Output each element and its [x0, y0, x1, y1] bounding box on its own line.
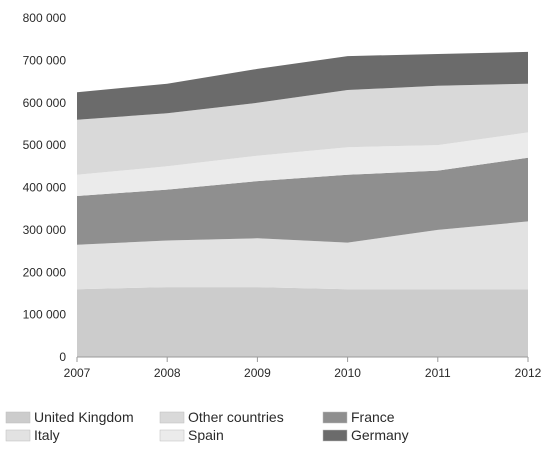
legend: United Kingdom Other countries France Italy… [5, 409, 409, 443]
y-tick-label: 400 000 [23, 181, 67, 195]
area-united-kingdom [77, 287, 528, 357]
x-tick-label: 2010 [334, 366, 361, 380]
legend-label-germany: Germany [351, 427, 409, 443]
legend-swatch-france [322, 411, 348, 424]
y-tick-label: 200 000 [23, 265, 67, 279]
area-spain [77, 132, 528, 196]
x-tick-label: 2011 [425, 366, 451, 380]
legend-swatch-other-countries [159, 411, 185, 424]
legend-swatch-germany [322, 429, 348, 442]
legend-label-other-countries: Other countries [188, 409, 284, 425]
y-tick-label: 300 000 [23, 223, 67, 237]
x-tick-label: 2008 [154, 366, 181, 380]
legend-label-united-kingdom: United Kingdom [34, 409, 134, 425]
x-tick-label: 2009 [244, 366, 271, 380]
legend-swatch-spain [159, 429, 185, 442]
area-italy [77, 221, 528, 290]
legend-label-italy: Italy [34, 427, 60, 443]
legend-swatch-united-kingdom [5, 411, 31, 424]
y-tick-label: 0 [59, 350, 66, 364]
legend-swatch-italy [5, 429, 31, 442]
axes: 2007 2008 2009 2010 2011 2012 0 100 000 200 000 3… [23, 11, 542, 380]
x-tick-label: 2012 [515, 366, 542, 380]
legend-label-spain: Spain [188, 427, 224, 443]
y-tick-label: 500 000 [23, 138, 67, 152]
y-tick-label: 700 000 [23, 53, 67, 67]
legend-label-france: France [351, 409, 395, 425]
area-france [77, 157, 528, 245]
area-germany [77, 51, 528, 120]
y-tick-label: 600 000 [23, 96, 67, 110]
area-other-countries [77, 83, 528, 175]
y-tick-label: 100 000 [23, 308, 67, 322]
area-layers [77, 51, 528, 357]
y-tick-label: 800 000 [23, 11, 67, 25]
x-tick-label: 2007 [64, 366, 91, 380]
